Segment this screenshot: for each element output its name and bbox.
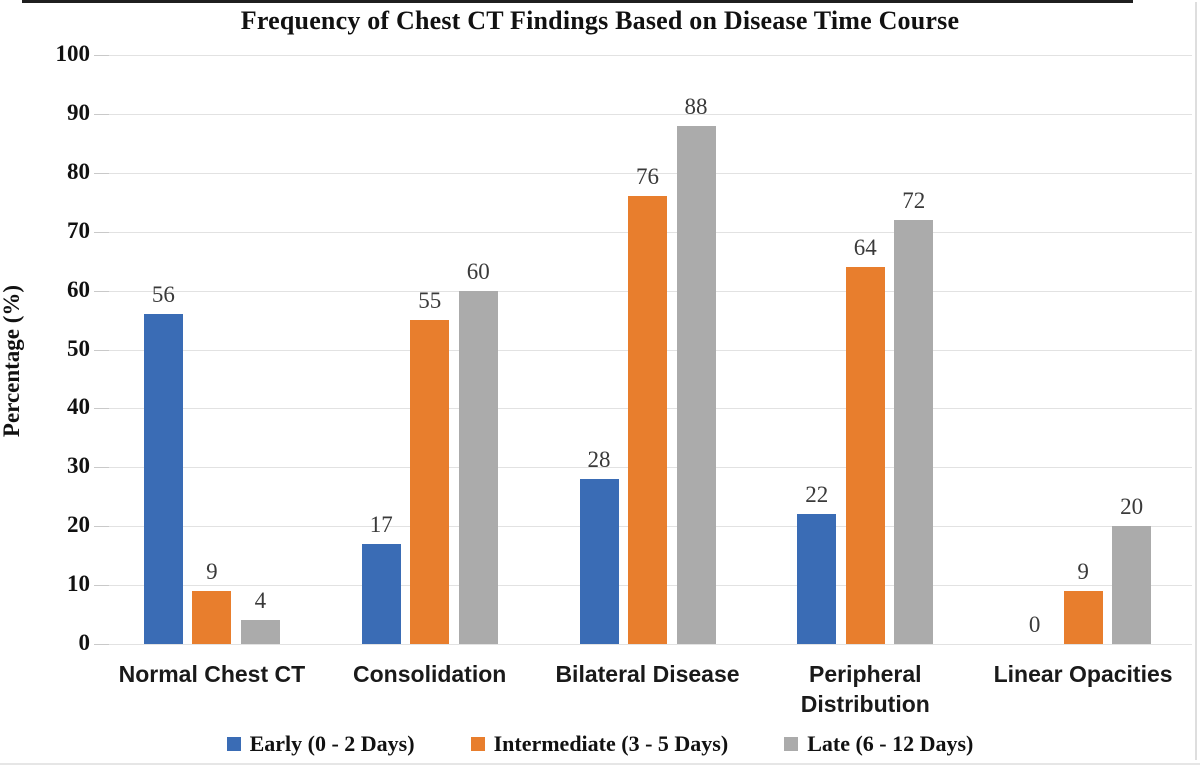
y-tick-label: 90 [67, 99, 90, 125]
y-tick-mark [94, 644, 109, 645]
bar-late-consolidation [458, 290, 498, 644]
legend-label: Intermediate (3 - 5 Days) [493, 731, 729, 756]
legend-swatch-icon [226, 737, 241, 751]
legend-item-early: Early (0 - 2 Days) [226, 731, 415, 757]
y-tick-label: 10 [67, 571, 90, 597]
chart-title: Frequency of Chest CT Findings Based on … [240, 6, 960, 35]
bar-late-peripheral-distribution [894, 219, 934, 644]
y-tick-mark [94, 113, 109, 115]
y-tick-label: 70 [67, 217, 90, 243]
y-tick-mark [94, 290, 109, 292]
value-label: 9 [206, 558, 218, 584]
gridline [103, 172, 1192, 174]
y-axis-title: Percentage (%) [0, 284, 24, 438]
bar-late-normal-chest-ct [240, 620, 280, 644]
value-label: 64 [853, 235, 877, 261]
bar-intermediate-peripheral-distribution [845, 267, 885, 644]
y-tick-label: 50 [67, 335, 90, 361]
y-tick-label: 20 [67, 512, 90, 538]
y-tick-mark [94, 585, 109, 587]
bar-intermediate-consolidation [410, 320, 450, 644]
y-tick-mark [94, 526, 109, 528]
category-label-normal-chest-ct: Normal Chest CT [118, 661, 306, 687]
y-tick-mark [94, 349, 109, 351]
value-label: 60 [466, 258, 490, 284]
legend-item-intermediate: Intermediate (3 - 5 Days) [470, 731, 729, 757]
value-label: 22 [805, 482, 829, 508]
category-label-consolidation: Consolidation [353, 661, 507, 687]
y-tick-label: 100 [55, 41, 91, 66]
legend-label: Late (6 - 12 Days) [807, 731, 974, 756]
value-label: 9 [1077, 558, 1089, 584]
bar-late-bilateral-disease [676, 125, 716, 644]
value-label: 55 [418, 288, 442, 314]
value-label: 72 [902, 187, 926, 213]
legend-item-late: Late (6 - 12 Days) [784, 731, 973, 757]
bar-early-peripheral-distribution [797, 514, 837, 644]
bar-late-linear-opacities [1112, 526, 1152, 644]
value-label: 17 [369, 511, 393, 537]
y-tick-label: 40 [67, 394, 90, 420]
category-label-peripheral-distribution: Peripheral Distribution [800, 661, 930, 717]
legend-swatch-icon [470, 737, 485, 751]
y-tick-label: 60 [67, 276, 90, 302]
value-label: 56 [151, 282, 175, 308]
legend: Early (0 - 2 Days) Intermediate (3 - 5 Da… [0, 731, 1200, 757]
legend-swatch-icon [784, 737, 799, 751]
value-label: 0 [1028, 612, 1041, 637]
y-tick-mark [94, 172, 109, 174]
category-label-bilateral-disease: Bilateral Disease [555, 661, 740, 687]
figure-right-border [1195, 2, 1197, 760]
value-label: 76 [636, 164, 659, 190]
value-label: 88 [684, 93, 708, 119]
figure-top-border [22, 0, 1133, 3]
gridline [103, 644, 1192, 645]
y-tick-label: 0 [78, 630, 91, 655]
bar-intermediate-linear-opacities [1063, 590, 1103, 644]
value-label: 20 [1120, 494, 1144, 520]
category-label-linear-opacities: Linear Opacities [993, 661, 1173, 687]
y-tick-mark [94, 55, 109, 56]
y-tick-label: 30 [67, 453, 90, 479]
y-tick-label: 80 [67, 158, 90, 184]
bar-early-normal-chest-ct [143, 314, 183, 644]
y-tick-mark [94, 408, 109, 410]
value-label: 28 [587, 447, 611, 473]
bar-early-bilateral-disease [579, 479, 619, 644]
gridline [103, 113, 1192, 115]
bar-intermediate-normal-chest-ct [192, 590, 232, 644]
legend-label: Early (0 - 2 Days) [249, 731, 415, 756]
bar-early-consolidation [361, 543, 401, 644]
figure-bottom-border [0, 763, 1200, 765]
bar-intermediate-bilateral-disease [628, 196, 667, 644]
y-tick-mark [94, 231, 109, 233]
value-label: 4 [254, 588, 267, 614]
y-tick-mark [94, 467, 109, 469]
gridline [103, 55, 1192, 56]
